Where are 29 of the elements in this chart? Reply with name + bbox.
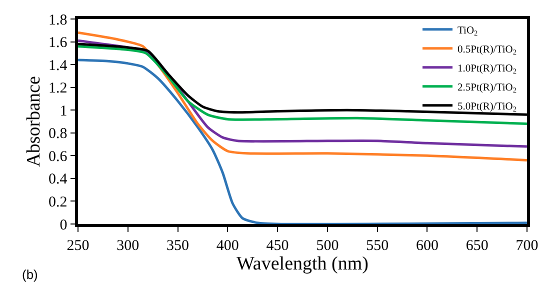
x-tick-label: 700 — [516, 238, 538, 254]
y-tick-label: 0.4 — [48, 172, 68, 188]
text: (b) — [22, 267, 38, 282]
legend-label: 0.5Pt(R)/TiO$_{2}$ — [458, 44, 517, 57]
y-tick-label: 1.6 — [48, 35, 68, 52]
y-tick-label: 1.4 — [48, 58, 68, 74]
legend-label: TiO$_{2}$ — [458, 25, 478, 38]
x-tick-label: 400 — [216, 238, 239, 254]
legend-label: 1.0Pt(R)/TiO$_{2}$ — [458, 63, 517, 76]
y-axis-title: Absorbance — [23, 76, 44, 167]
x-tick-label: 450 — [266, 238, 289, 254]
x-tick-label: 250 — [66, 238, 90, 254]
line-series — [78, 58, 527, 224]
x-tick-label: 500 — [316, 238, 339, 254]
y-tick-label: 0 — [60, 217, 68, 234]
x-tick-label: 350 — [166, 238, 190, 254]
y-tick-label: 1.8 — [48, 12, 68, 28]
x-axis-title: Wavelength (nm) — [236, 254, 368, 275]
x-tick-label: 300 — [116, 238, 140, 254]
y-tick-label: 1 — [60, 103, 68, 120]
y-tick-label: 0.2 — [48, 194, 68, 210]
legend-label: 5.0Pt(R)/TiO$_{2}$ — [458, 101, 517, 114]
y-tick-label: 1.2 — [48, 80, 68, 97]
legend-label: 2.5Pt(R)/TiO$_{2}$ — [458, 82, 517, 95]
x-tick-label: 650 — [466, 238, 488, 254]
y-tick-label: 0.8 — [48, 126, 68, 142]
x-tick-label: 550 — [366, 238, 389, 254]
x-tick-label: 600 — [416, 238, 438, 254]
y-tick-label: 0.6 — [48, 148, 68, 165]
